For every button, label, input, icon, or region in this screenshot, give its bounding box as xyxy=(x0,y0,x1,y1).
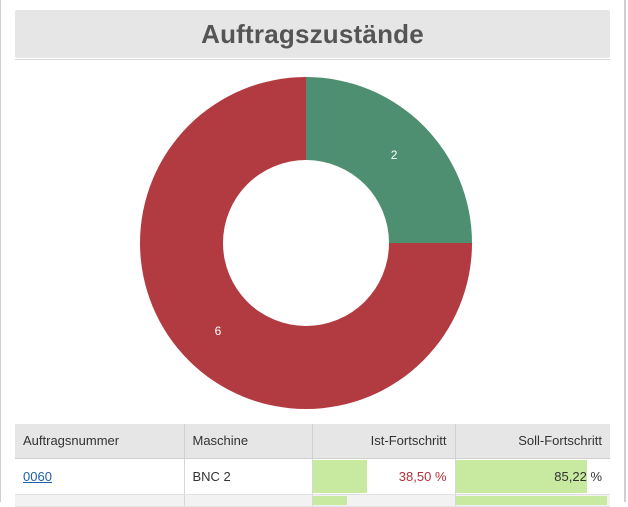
order-link[interactable]: 0060 xyxy=(23,468,52,484)
header-soll-fortschritt[interactable]: Soll-Fortschritt xyxy=(455,424,610,459)
table-row[interactable] xyxy=(15,494,610,507)
machine-cell xyxy=(184,494,313,507)
machine-cell: BNC 2 xyxy=(184,458,313,495)
soll-progress-bar xyxy=(455,495,607,505)
donut-slice-label-0: 2 xyxy=(391,148,398,162)
donut-slice-label-1: 6 xyxy=(215,324,222,338)
donut-slice-1[interactable] xyxy=(140,77,472,409)
donut-slice-0[interactable] xyxy=(306,77,472,243)
table-header-row: Auftragsnummer Maschine Ist-Fortschritt … xyxy=(15,424,610,459)
soll-progress-bar xyxy=(455,459,588,493)
soll-progress-cell xyxy=(455,494,610,507)
header-auftragsnummer[interactable]: Auftragsnummer xyxy=(15,424,185,459)
header-ist-fortschritt[interactable]: Ist-Fortschritt xyxy=(312,424,456,459)
table-row[interactable]: 0060 BNC 2 38,50 % 85,22 % xyxy=(15,458,610,495)
order-cell: 0060 xyxy=(15,458,185,495)
ist-progress-cell xyxy=(312,494,456,507)
donut-chart: 26 xyxy=(140,77,472,409)
header-maschine[interactable]: Maschine xyxy=(184,424,313,459)
page-title: Auftragszustände xyxy=(201,18,424,49)
ist-progress-value: 38,50 % xyxy=(398,468,447,484)
ist-progress-bar xyxy=(312,495,347,505)
title-bar: Auftragszustände xyxy=(15,10,610,58)
soll-progress-cell: 85,22 % xyxy=(455,458,610,495)
title-separator xyxy=(15,59,610,60)
soll-progress-value: 85,22 % xyxy=(554,468,602,484)
order-cell xyxy=(15,494,185,507)
ist-progress-bar xyxy=(312,459,368,493)
ist-progress-cell: 38,50 % xyxy=(312,458,456,495)
orders-table: Auftragsnummer Maschine Ist-Fortschritt … xyxy=(15,424,610,507)
